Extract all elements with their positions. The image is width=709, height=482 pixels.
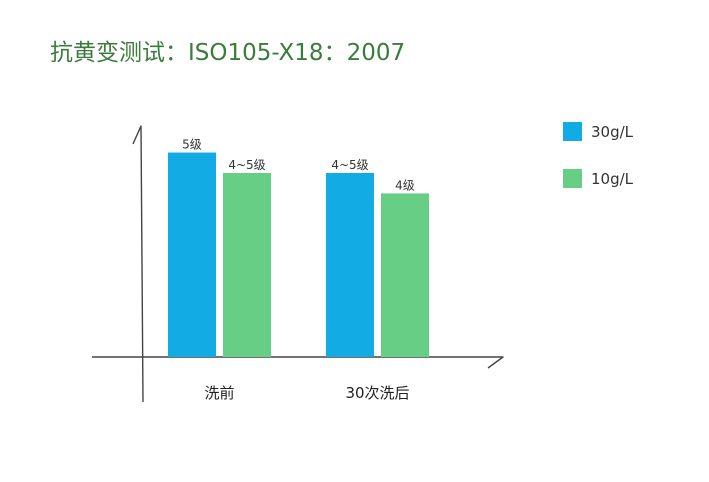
bar-data-labels: 5级 4~5级 4~5级 4级 [182,138,415,193]
bars [168,152,429,357]
bar-2-1 [223,172,271,357]
legend-label-2: 10g/L [591,170,634,188]
bar-1-1 [168,152,216,357]
bar-1-2 [326,172,374,357]
chart-title: 抗黄变测试：ISO105-X18：2007 [50,40,406,66]
legend: 30g/L 10g/L [563,122,634,188]
bar-2-2 [381,193,429,357]
data-label-2-2: 4级 [395,178,415,192]
x-axis-line [92,356,504,369]
x-tick-label-1: 洗前 [204,384,234,402]
axes [92,125,504,403]
data-label-2-1: 4~5级 [228,158,265,172]
y-axis-line [132,125,144,403]
data-label-1-1: 5级 [182,138,202,152]
legend-swatch-1 [563,122,582,141]
x-tick-label-2: 30次洗后 [345,384,409,402]
legend-swatch-2 [563,169,582,188]
data-label-1-2: 4~5级 [331,158,368,172]
legend-label-1: 30g/L [591,123,634,141]
x-tick-labels: 洗前 30次洗后 [204,384,409,402]
